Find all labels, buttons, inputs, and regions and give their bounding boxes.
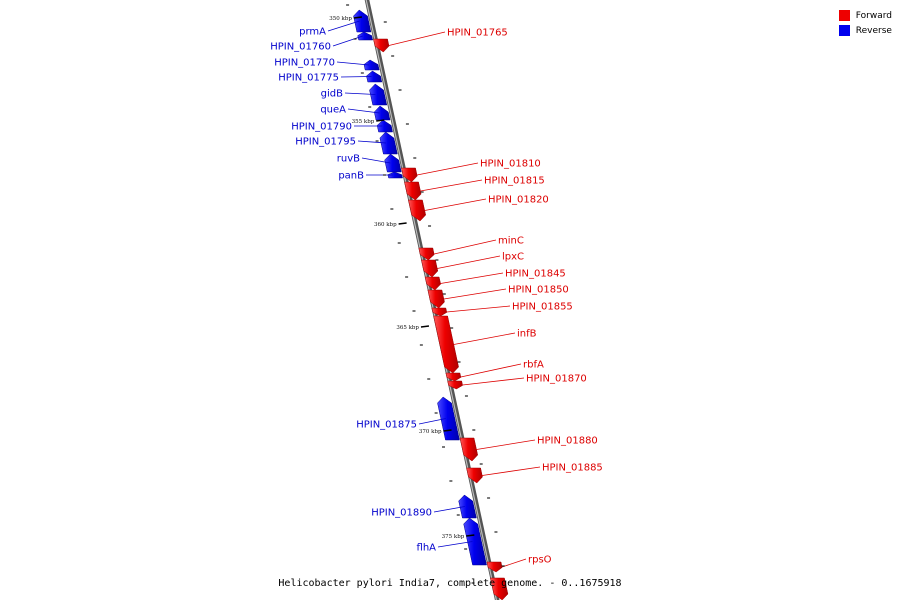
gene-minc[interactable]	[418, 247, 435, 261]
gene-hpin-01845[interactable]	[424, 276, 441, 291]
gene-label-hpin-01770[interactable]: HPIN_01770	[274, 58, 335, 69]
gene-label-hpin-01870[interactable]: HPIN_01870	[526, 374, 587, 385]
major-tick	[443, 429, 452, 432]
gene-label-hpin-01790[interactable]: HPIN_01790	[291, 122, 352, 133]
gene-label-hpin-01760[interactable]: HPIN_01760	[270, 42, 331, 53]
leader-hpin-01815	[420, 179, 483, 192]
major-tick	[420, 325, 430, 328]
leader-hpin-01820	[424, 198, 487, 211]
major-tick	[353, 16, 362, 19]
gene-panb[interactable]	[387, 171, 403, 179]
leader-hpin-01795	[357, 140, 387, 144]
gene-label-ruvb[interactable]: ruvB	[337, 154, 360, 165]
leader-hpin-01845	[440, 272, 504, 284]
tick-label: 365 kbp	[396, 325, 419, 331]
gene-label-hpin-01850[interactable]: HPIN_01850	[508, 285, 569, 296]
leader-quea	[347, 108, 380, 114]
leader-hpin-01770	[336, 61, 370, 66]
legend-forward: Forward	[838, 8, 892, 23]
gene-label-flha[interactable]: flhA	[417, 543, 437, 554]
leader-hpin-01810	[416, 162, 479, 176]
gene-label-hpin-01845[interactable]: HPIN_01845	[505, 269, 566, 280]
gene-label-hpin-01775[interactable]: HPIN_01775	[278, 73, 339, 84]
major-tick	[398, 222, 407, 225]
gene-label-hpin-01820[interactable]: HPIN_01820	[488, 195, 549, 206]
gene-hpin-01870[interactable]	[447, 380, 463, 390]
gene-label-hpin-01885[interactable]: HPIN_01885	[542, 463, 603, 474]
gene-label-hpin-01890[interactable]: HPIN_01890	[371, 508, 432, 519]
gene-gidb[interactable]	[369, 83, 388, 106]
gene-label-rpso[interactable]: rpsO	[528, 555, 552, 566]
leader-lpxc	[437, 255, 501, 269]
leader-ruvb	[361, 157, 391, 164]
gene-hpin-01765[interactable]	[373, 38, 390, 53]
leader-hpin-01760	[332, 35, 363, 47]
gene-label-gidb[interactable]: gidB	[321, 89, 343, 100]
forward-swatch	[838, 10, 850, 21]
gene-hpin-01850[interactable]	[427, 289, 445, 309]
gene-label-lpxc[interactable]: lpxC	[502, 252, 524, 263]
gene-hpin-01885[interactable]	[466, 467, 483, 484]
tick-label: 370 kbp	[419, 429, 442, 435]
leader-hpin-01875	[418, 418, 446, 425]
legend: Forward Reverse	[838, 8, 892, 38]
major-tick	[466, 534, 475, 537]
gene-label-panb[interactable]: panB	[338, 171, 364, 182]
gene-label-hpin-01810[interactable]: HPIN_01810	[480, 159, 541, 170]
gene-flha[interactable]	[463, 517, 487, 566]
gene-hpin-01820[interactable]	[408, 199, 426, 222]
gene-hpin-01875[interactable]	[437, 396, 460, 441]
leader-hpin-01850	[443, 288, 507, 300]
leader-prma	[327, 20, 360, 32]
leader-hpin-01870	[462, 377, 525, 386]
gene-rbfa[interactable]	[445, 372, 462, 382]
gene-label-infb[interactable]: infB	[517, 329, 537, 340]
leader-hpin-01765	[388, 31, 446, 46]
tick-label: 375 kbp	[442, 534, 465, 540]
gene-label-hpin-01855[interactable]: HPIN_01855	[512, 302, 573, 313]
gene-label-quea[interactable]: queA	[320, 105, 346, 116]
gene-infb[interactable]	[433, 315, 459, 374]
gene-continuation[interactable]	[490, 577, 509, 600]
genome-caption: Helicobacter pylori India7, complete gen…	[278, 578, 622, 589]
gene-label-hpin-01880[interactable]: HPIN_01880	[537, 436, 598, 447]
gene-lpxc[interactable]	[421, 259, 439, 278]
leader-hpin-01775	[340, 76, 372, 78]
leader-hpin-01855	[446, 305, 511, 313]
gene-hpin-01770[interactable]	[363, 59, 380, 71]
leader-hpin-01890	[433, 506, 465, 513]
gene-hpin-01880[interactable]	[459, 437, 478, 462]
leader-flha	[437, 541, 473, 548]
legend-forward-label: Forward	[855, 10, 892, 21]
gene-label-hpin-01875[interactable]: HPIN_01875	[356, 420, 417, 431]
gene-hpin-01810[interactable]	[401, 167, 418, 183]
gene-label-hpin-01765[interactable]: HPIN_01765	[447, 28, 508, 39]
gene-label-hpin-01815[interactable]: HPIN_01815	[484, 176, 545, 187]
gene-label-minc[interactable]: minC	[498, 236, 524, 247]
gene-hpin-01855[interactable]	[431, 307, 448, 317]
gene-hpin-01775[interactable]	[366, 70, 383, 83]
gene-hpin-01760[interactable]	[357, 31, 374, 41]
gene-hpin-01815[interactable]	[404, 181, 422, 201]
tick-label: 355 kbp	[352, 119, 375, 125]
tick-label: 350 kbp	[329, 16, 352, 22]
leader-infb	[453, 332, 516, 345]
leader-minc	[434, 239, 497, 255]
gene-rpso[interactable]	[486, 561, 503, 573]
major-tick	[376, 119, 385, 122]
tick-label: 360 kbp	[374, 222, 397, 228]
legend-reverse-label: Reverse	[855, 25, 892, 36]
leader-rbfa	[460, 363, 522, 378]
leader-gidb	[344, 92, 376, 95]
leader-hpin-01880	[476, 439, 536, 450]
leader-hpin-01885	[482, 466, 541, 476]
gene-label-hpin-01795[interactable]: HPIN_01795	[295, 137, 356, 148]
reverse-swatch	[838, 25, 850, 36]
legend-reverse: Reverse	[838, 23, 892, 38]
gene-label-prma[interactable]: prmA	[299, 27, 326, 38]
gene-label-rbfa[interactable]: rbfA	[523, 360, 544, 371]
leader-rpso	[501, 558, 527, 568]
